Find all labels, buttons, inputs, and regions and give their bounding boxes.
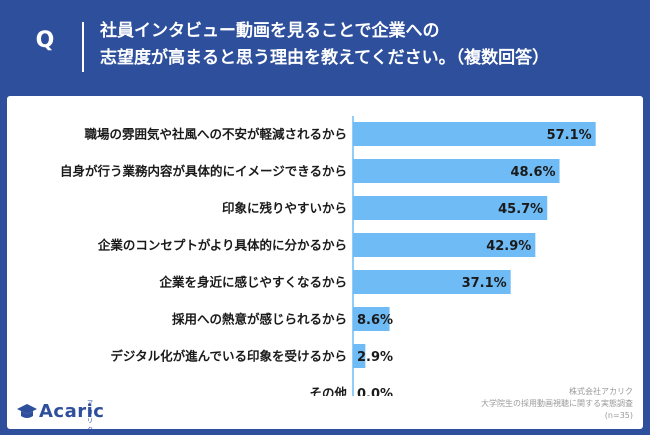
question-marker: Q xyxy=(35,28,55,53)
bar xyxy=(353,344,366,368)
bar-chart: 職場の雰囲気や社風への不安が軽減されるから 57.1% 自身が行う業務内容が具体的に… xyxy=(60,116,596,397)
value-label: 48.6% xyxy=(510,165,555,180)
bar xyxy=(353,196,548,220)
category-label: 職場の雰囲気や社風への不安が軽減されるから xyxy=(84,127,347,142)
source-sample: (n=35) xyxy=(604,411,633,420)
value-label: 42.9% xyxy=(486,239,531,254)
question-line-1: 社員インタビュー動画を見ることで企業への xyxy=(100,21,440,41)
logo-kana: アカリク xyxy=(87,400,94,434)
category-label: デジタル化が進んでいる印象を受けるから xyxy=(110,349,347,364)
bar xyxy=(353,159,560,183)
source-note: 株式会社アカリク 大学院生の採用動画視聴に関する実態調査 (n=35) xyxy=(373,386,633,422)
bar xyxy=(353,233,536,257)
category-label: 自身が行う業務内容が具体的にイメージできるから xyxy=(60,164,347,179)
category-label: その他 xyxy=(309,386,347,397)
chart-panel: 職場の雰囲気や社風への不安が軽減されるから 57.1% 自身が行う業務内容が具体的に… xyxy=(7,96,643,434)
value-label: 8.6% xyxy=(357,313,393,328)
question-header: Q 社員インタビュー動画を見ることで企業への 志望度が高まると思う理由を教えてく… xyxy=(0,0,650,92)
category-label: 印象に残りやすいから xyxy=(222,201,347,216)
source-company: 株式会社アカリク xyxy=(569,387,633,396)
logo-wordmark: Acaric xyxy=(39,401,105,422)
value-label: 45.7% xyxy=(498,202,543,217)
category-label: 採用への熱意が感じられるから xyxy=(172,312,347,327)
value-label: 2.9% xyxy=(357,350,393,365)
value-label: 37.1% xyxy=(462,276,507,291)
graduation-cap-icon xyxy=(17,404,37,418)
bar xyxy=(353,122,596,146)
category-label: 企業のコンセプトがより具体的に分かるから xyxy=(97,238,347,253)
bar xyxy=(353,307,390,331)
category-label: 企業を身近に感じやすくなるから xyxy=(158,275,347,290)
question-line-2: 志望度が高まると思う理由を教えてください。（複数回答） xyxy=(100,48,550,68)
header-divider xyxy=(82,22,84,72)
source-survey: 大学院生の採用動画視聴に関する実態調査 xyxy=(481,399,633,408)
value-label: 57.1% xyxy=(547,128,592,143)
value-label: 0.0% xyxy=(357,387,393,396)
bar xyxy=(353,270,511,294)
question-text: 社員インタビュー動画を見ることで企業への 志望度が高まると思う理由を教えてくださ… xyxy=(100,18,640,72)
